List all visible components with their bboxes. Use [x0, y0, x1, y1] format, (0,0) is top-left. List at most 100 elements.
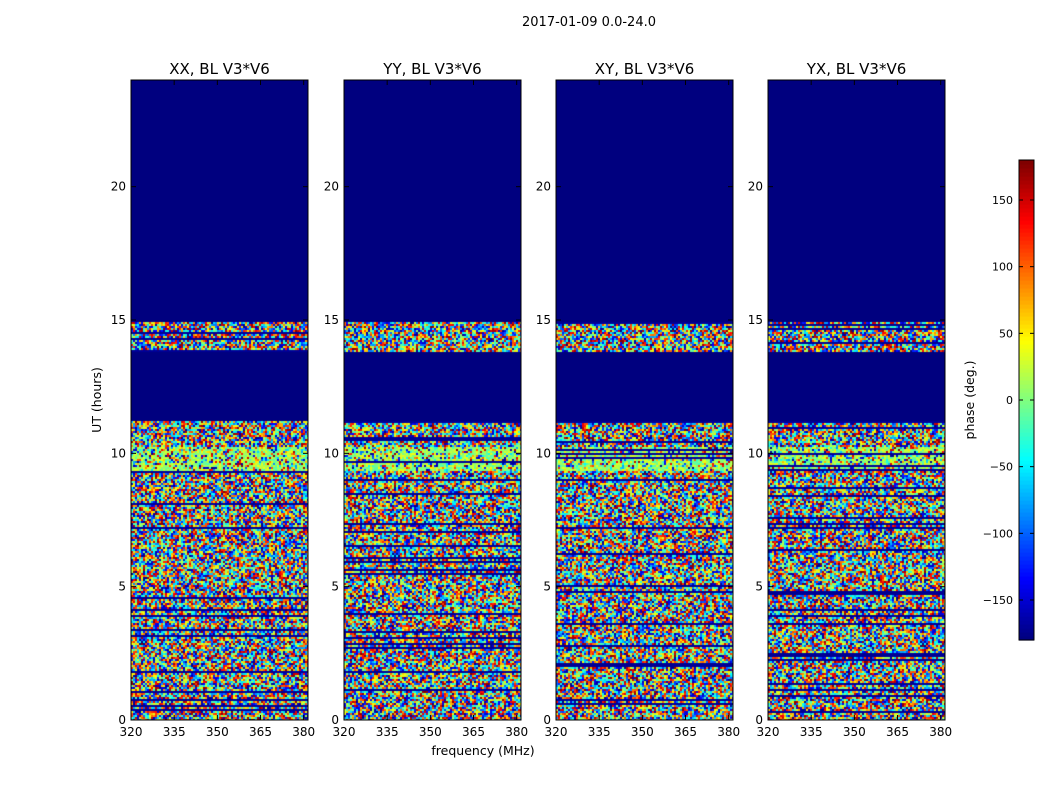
heatmap-canvas — [344, 80, 521, 720]
colorbar-segment — [1019, 204, 1034, 209]
colorbar-segment — [1019, 512, 1034, 517]
y-tick-label: 10 — [111, 446, 126, 460]
y-tick-label: 15 — [748, 313, 763, 327]
axes-frame — [130, 79, 309, 721]
heatmap-image — [131, 80, 308, 720]
x-tick-label: 380 — [505, 725, 528, 739]
colorbar-segment — [1019, 540, 1034, 545]
colorbar-segment — [1019, 324, 1034, 329]
y-tick-label: 0 — [755, 713, 763, 727]
colorbar-segment — [1019, 328, 1034, 333]
x-tick-label: 380 — [717, 725, 740, 739]
colorbar-segment — [1019, 608, 1034, 613]
colorbar-segment — [1019, 484, 1034, 489]
colorbar: −150 −100 −50 0 50 100 150 — [983, 159, 1035, 641]
colorbar-segment — [1019, 600, 1034, 605]
x-tick-label: 335 — [588, 725, 611, 739]
colorbar-segment — [1019, 196, 1034, 201]
y-tick-label: 5 — [118, 580, 126, 594]
colorbar-segment — [1019, 476, 1034, 481]
colorbar-segment — [1019, 436, 1034, 441]
x-tick-label: 335 — [376, 725, 399, 739]
colorbar-segment — [1019, 412, 1034, 417]
colorbar-segment — [1019, 504, 1034, 509]
x-tick-label: 365 — [249, 725, 272, 739]
colorbar-segment — [1019, 304, 1034, 309]
colorbar-segment — [1019, 360, 1034, 365]
colorbar-tick-label: 150 — [992, 194, 1013, 207]
x-tick-label: 320 — [333, 725, 356, 739]
colorbar-segment — [1019, 448, 1034, 453]
x-tick-label: 350 — [631, 725, 654, 739]
colorbar-segment — [1019, 184, 1034, 189]
panel-1: XX, BL V3*V6 320 335 350 365 380 0 5 10 15 20 — [111, 60, 315, 739]
x-tick-label: 320 — [545, 725, 568, 739]
heatmap-canvas — [556, 80, 733, 720]
colorbar-tick-label: 50 — [999, 327, 1013, 340]
colorbar-segment — [1019, 624, 1034, 629]
colorbar-segment — [1019, 308, 1034, 313]
axes-frame — [555, 79, 734, 721]
colorbar-segment — [1019, 612, 1034, 617]
colorbar-segment — [1019, 460, 1034, 465]
colorbar-segment — [1019, 316, 1034, 321]
colorbar-segment — [1019, 176, 1034, 181]
y-tick-label: 5 — [755, 580, 763, 594]
colorbar-segment — [1019, 284, 1034, 289]
colorbar-segment — [1019, 428, 1034, 433]
colorbar-segment — [1019, 392, 1034, 397]
colorbar-segment — [1019, 256, 1034, 261]
colorbar-segment — [1019, 532, 1034, 537]
panel-3: XY, BL V3*V6 320 335 350 365 380 0 5 10 15 20 — [536, 60, 740, 739]
colorbar-segment — [1019, 252, 1034, 257]
y-tick-label: 0 — [543, 713, 551, 727]
colorbar-segment — [1019, 564, 1034, 569]
y-tick-label: 0 — [118, 713, 126, 727]
colorbar-segment — [1019, 560, 1034, 565]
colorbar-segment — [1019, 416, 1034, 421]
colorbar-segment — [1019, 376, 1034, 381]
colorbar-segment — [1019, 188, 1034, 193]
colorbar-segment — [1019, 596, 1034, 601]
panel-title: YY, BL V3*V6 — [382, 60, 481, 78]
x-tick-label: 335 — [163, 725, 186, 739]
y-tick-label: 5 — [543, 580, 551, 594]
colorbar-segment — [1019, 244, 1034, 249]
colorbar-segment — [1019, 216, 1034, 221]
colorbar-segment — [1019, 408, 1034, 413]
colorbar-segment — [1019, 452, 1034, 457]
colorbar-segment — [1019, 300, 1034, 305]
colorbar-segment — [1019, 548, 1034, 553]
y-tick-label: 0 — [331, 713, 339, 727]
panel-4: YX, BL V3*V6 320 335 350 365 380 0 5 10 15 20 — [748, 60, 952, 739]
colorbar-segment — [1019, 604, 1034, 609]
y-tick-label: 10 — [748, 446, 763, 460]
colorbar-segment — [1019, 432, 1034, 437]
colorbar-segment — [1019, 404, 1034, 409]
colorbar-segment — [1019, 552, 1034, 557]
colorbar-segment — [1019, 524, 1034, 529]
colorbar-segment — [1019, 400, 1034, 405]
colorbar-segment — [1019, 628, 1034, 633]
colorbar-segment — [1019, 500, 1034, 505]
heatmap-image — [556, 80, 733, 720]
colorbar-segment — [1019, 440, 1034, 445]
x-tick-label: 365 — [886, 725, 909, 739]
colorbar-segment — [1019, 424, 1034, 429]
colorbar-segment — [1019, 352, 1034, 357]
y-tick-label: 10 — [536, 446, 551, 460]
colorbar-segment — [1019, 420, 1034, 425]
colorbar-label: phase (deg.) — [962, 361, 977, 440]
colorbar-segment — [1019, 528, 1034, 533]
y-tick-label: 15 — [111, 313, 126, 327]
colorbar-segment — [1019, 516, 1034, 521]
colorbar-segment — [1019, 472, 1034, 477]
x-tick-label: 365 — [674, 725, 697, 739]
colorbar-segment — [1019, 272, 1034, 277]
colorbar-segment — [1019, 240, 1034, 245]
colorbar-segment — [1019, 236, 1034, 241]
colorbar-segment — [1019, 208, 1034, 213]
y-tick-label: 20 — [111, 180, 126, 194]
colorbar-segment — [1019, 248, 1034, 253]
